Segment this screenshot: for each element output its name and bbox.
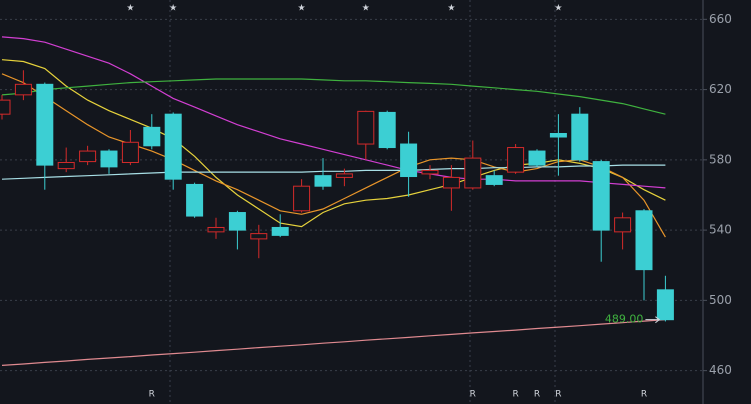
top-marker: ★ — [554, 4, 562, 14]
bottom-marker: R — [470, 390, 476, 400]
bottom-marker: R — [534, 390, 540, 400]
candle-body — [0, 99, 11, 115]
top-marker: ★ — [362, 4, 370, 14]
candle-body — [293, 185, 311, 212]
y-tick-label: 460 — [709, 363, 732, 377]
candle-body — [143, 126, 161, 147]
bottom-marker: R — [512, 390, 518, 400]
candle-body — [549, 132, 567, 138]
candle-body — [100, 150, 118, 168]
ma-line — [1, 164, 666, 180]
ma-line — [1, 59, 666, 228]
candle-body — [421, 169, 439, 175]
candle-body — [207, 226, 225, 233]
bottom-marker: R — [149, 390, 155, 400]
top-marker: ★ — [169, 4, 177, 14]
candle-body — [36, 83, 54, 166]
candle-body — [121, 141, 139, 163]
candle-body — [250, 233, 268, 240]
candle-body — [57, 161, 75, 170]
y-tick-label: 660 — [709, 12, 732, 26]
bottom-marker: R — [555, 390, 561, 400]
candle-body — [79, 150, 97, 163]
candle-body — [378, 111, 396, 149]
price-annotation: 489.00 — [605, 313, 644, 326]
candle-body — [442, 176, 460, 189]
ma-line — [1, 319, 666, 366]
candle-body — [14, 83, 32, 96]
y-tick-label: 620 — [709, 82, 732, 96]
candle-body — [314, 175, 332, 187]
y-tick-label: 500 — [709, 293, 732, 307]
y-tick-label: 540 — [709, 223, 732, 237]
bottom-marker: R — [641, 390, 647, 400]
candle-body — [271, 226, 289, 236]
candle-body — [228, 212, 246, 231]
candle-body — [400, 143, 418, 178]
candle-body — [186, 183, 204, 217]
candle-body — [485, 175, 503, 185]
candle-body — [656, 289, 674, 321]
candle-body — [164, 113, 182, 180]
candle-body — [357, 110, 375, 145]
ma-line — [1, 36, 666, 189]
ma-line — [1, 78, 666, 115]
y-tick-label: 580 — [709, 152, 732, 166]
candle-body — [614, 217, 632, 233]
candle-body — [528, 150, 546, 166]
top-marker: ★ — [298, 4, 306, 14]
ma-line — [1, 73, 666, 238]
top-marker: ★ — [447, 4, 455, 14]
top-marker: ★ — [126, 4, 134, 14]
candle-body — [464, 157, 482, 189]
candle-body — [635, 210, 653, 271]
candle-body — [507, 147, 525, 173]
candle-body — [592, 161, 610, 231]
price-arrow — [645, 316, 661, 324]
candle-body — [335, 173, 353, 178]
candle-body — [571, 113, 589, 161]
